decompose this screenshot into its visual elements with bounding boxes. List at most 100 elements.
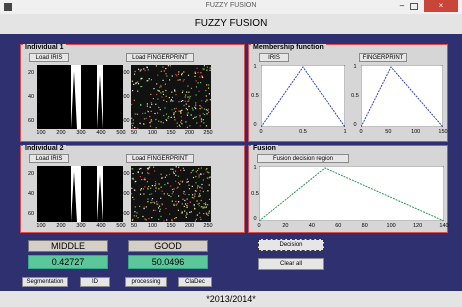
load-fingerprint-button[interactable]: Load FINGERPRINT bbox=[126, 53, 194, 62]
image-speckle bbox=[134, 190, 135, 191]
image-speckle bbox=[171, 99, 172, 100]
image-speckle bbox=[146, 219, 147, 220]
image-speckle bbox=[196, 86, 197, 87]
iris-button[interactable]: IRIS bbox=[259, 53, 289, 62]
image-speckle bbox=[150, 107, 151, 108]
x-tick-label: 250 bbox=[203, 130, 212, 136]
image-speckle bbox=[197, 215, 198, 216]
image-speckle bbox=[194, 193, 195, 194]
image-speckle bbox=[195, 190, 196, 191]
image-speckle bbox=[184, 170, 185, 171]
image-speckle bbox=[147, 168, 148, 169]
close-button[interactable]: × bbox=[424, 0, 458, 12]
image-speckle bbox=[161, 71, 162, 72]
fingerprint-image bbox=[131, 65, 211, 129]
image-speckle bbox=[196, 171, 197, 172]
image-speckle bbox=[192, 108, 193, 109]
image-speckle bbox=[195, 105, 196, 106]
y-tick-label: 1 bbox=[353, 64, 356, 70]
image-speckle bbox=[149, 116, 150, 117]
image-speckle bbox=[200, 219, 201, 220]
image-speckle bbox=[203, 191, 204, 192]
image-speckle bbox=[188, 194, 189, 195]
individual-2-panel: Individual 2 Load IRISLoad FINGERPRINT20… bbox=[20, 145, 245, 233]
image-speckle bbox=[138, 171, 139, 172]
cladec-button[interactable]: ClaDec bbox=[178, 277, 212, 287]
image-speckle bbox=[150, 188, 151, 189]
image-speckle bbox=[140, 176, 141, 177]
title-bar: FUZZY FUSION – × bbox=[0, 0, 462, 14]
image-speckle bbox=[168, 65, 169, 66]
image-speckle bbox=[188, 181, 189, 182]
image-speckle bbox=[190, 201, 191, 202]
image-speckle bbox=[151, 193, 152, 194]
image-speckle bbox=[172, 221, 173, 222]
image-speckle bbox=[178, 80, 179, 81]
image-speckle bbox=[189, 125, 190, 126]
x-tick-label: 50 bbox=[385, 129, 391, 135]
image-speckle bbox=[187, 199, 188, 200]
image-speckle bbox=[170, 101, 171, 102]
fusion-region-button[interactable]: Fusion decision region bbox=[257, 154, 349, 163]
image-speckle bbox=[193, 169, 194, 170]
image-speckle bbox=[185, 101, 186, 102]
load-iris-button[interactable]: Load IRIS bbox=[29, 53, 69, 62]
image-speckle bbox=[168, 116, 169, 117]
decision-button[interactable]: Decision bbox=[258, 239, 324, 251]
x-tick-label: 500 bbox=[116, 223, 125, 229]
image-speckle bbox=[141, 188, 142, 189]
image-speckle bbox=[199, 116, 200, 117]
image-speckle bbox=[205, 90, 206, 91]
image-speckle bbox=[191, 211, 192, 212]
image-speckle bbox=[205, 204, 206, 205]
fusion-plot bbox=[259, 166, 444, 221]
image-speckle bbox=[139, 169, 140, 170]
load-fingerprint-button[interactable]: Load FINGERPRINT bbox=[126, 154, 194, 163]
image-speckle bbox=[170, 169, 171, 170]
image-speckle bbox=[180, 122, 181, 123]
id-button[interactable]: ID bbox=[80, 277, 110, 287]
image-speckle bbox=[195, 73, 196, 74]
image-speckle bbox=[170, 65, 171, 66]
image-speckle bbox=[182, 199, 183, 200]
image-speckle bbox=[179, 125, 180, 126]
histogram-image bbox=[37, 166, 123, 222]
maximize-button[interactable] bbox=[410, 3, 418, 10]
image-speckle bbox=[169, 97, 170, 98]
image-speckle bbox=[177, 203, 178, 204]
image-speckle bbox=[158, 107, 159, 108]
image-speckle bbox=[199, 212, 200, 213]
image-speckle bbox=[178, 195, 179, 196]
y-tick-label: 1 bbox=[253, 64, 256, 70]
segmentation-button[interactable]: Segmentation bbox=[22, 277, 68, 287]
image-speckle bbox=[147, 201, 148, 202]
image-speckle bbox=[165, 68, 166, 69]
processing-button[interactable]: processing bbox=[125, 277, 167, 287]
image-speckle bbox=[183, 80, 184, 81]
image-speckle bbox=[197, 200, 198, 201]
image-speckle bbox=[132, 168, 133, 169]
image-speckle bbox=[187, 114, 188, 115]
image-speckle bbox=[163, 94, 164, 95]
image-speckle bbox=[208, 172, 209, 173]
load-iris-button[interactable]: Load IRIS bbox=[29, 154, 69, 163]
image-speckle bbox=[191, 114, 192, 115]
image-speckle bbox=[181, 123, 182, 124]
image-speckle bbox=[201, 107, 202, 108]
image-speckle bbox=[200, 195, 201, 196]
image-speckle bbox=[166, 101, 167, 102]
image-speckle bbox=[195, 176, 196, 177]
y-tick-label: 20 bbox=[28, 70, 34, 76]
minimize-button[interactable]: – bbox=[396, 1, 408, 12]
image-speckle bbox=[197, 170, 198, 171]
fingerprint-button[interactable]: FINGERPRINT bbox=[359, 53, 407, 62]
image-speckle bbox=[191, 172, 192, 173]
image-speckle bbox=[156, 65, 157, 66]
image-speckle bbox=[185, 96, 186, 97]
image-speckle bbox=[207, 172, 208, 173]
image-speckle bbox=[201, 184, 202, 185]
image-speckle bbox=[198, 175, 199, 176]
clear-all-button[interactable]: Clear all bbox=[258, 258, 324, 270]
image-speckle bbox=[151, 121, 152, 122]
image-speckle bbox=[158, 188, 159, 189]
